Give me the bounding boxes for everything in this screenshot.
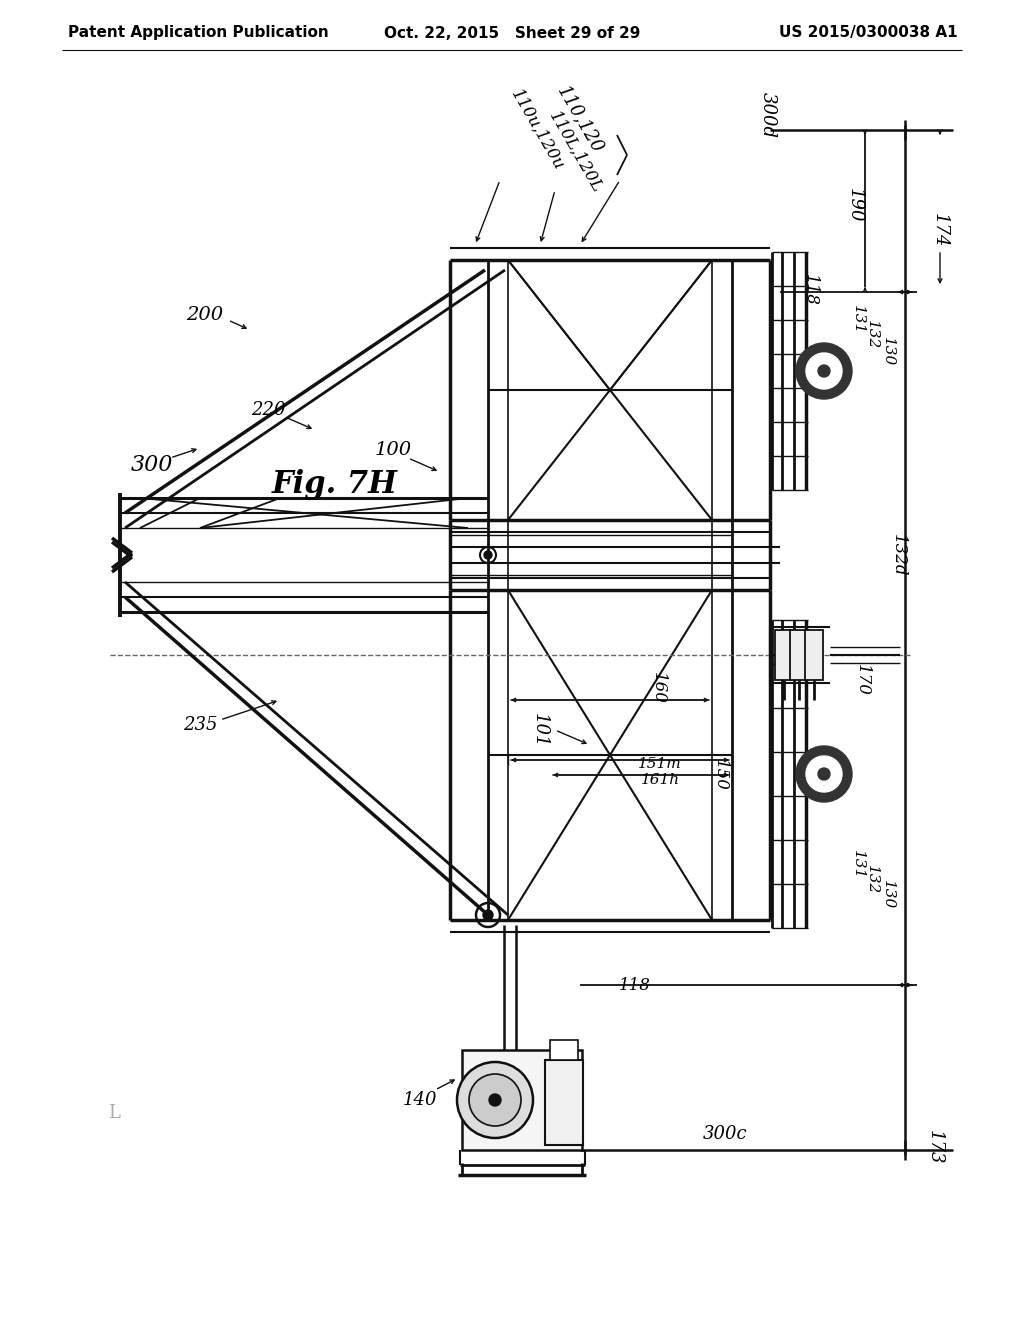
Text: 300: 300 xyxy=(131,454,173,477)
Text: 118: 118 xyxy=(802,275,818,306)
Circle shape xyxy=(818,768,830,780)
Circle shape xyxy=(806,352,842,389)
Circle shape xyxy=(818,366,830,378)
Circle shape xyxy=(457,1063,534,1138)
Text: 161h: 161h xyxy=(640,774,680,787)
Circle shape xyxy=(484,550,492,558)
Bar xyxy=(462,1049,582,1150)
Text: 200: 200 xyxy=(186,306,223,323)
Bar xyxy=(805,630,823,680)
Text: L: L xyxy=(108,1104,120,1122)
Circle shape xyxy=(796,746,852,803)
Text: 110L,120L: 110L,120L xyxy=(545,108,605,195)
Text: 300c: 300c xyxy=(702,1125,748,1143)
Text: 160: 160 xyxy=(649,672,667,704)
Bar xyxy=(775,630,793,680)
Text: 151m: 151m xyxy=(638,756,682,771)
Text: 110,120: 110,120 xyxy=(554,83,606,157)
Text: 140: 140 xyxy=(402,1092,437,1109)
Bar xyxy=(790,630,808,680)
Text: 174: 174 xyxy=(931,213,949,247)
Text: 173: 173 xyxy=(926,1130,944,1164)
Text: 235: 235 xyxy=(182,715,217,734)
Text: 300d: 300d xyxy=(759,92,777,139)
Text: 170: 170 xyxy=(853,664,870,696)
Text: 190: 190 xyxy=(846,187,864,222)
Circle shape xyxy=(483,909,493,920)
Text: 132: 132 xyxy=(865,321,879,350)
Text: US 2015/0300038 A1: US 2015/0300038 A1 xyxy=(779,25,958,41)
Text: 110u,120u: 110u,120u xyxy=(507,87,567,173)
Text: 131: 131 xyxy=(851,305,865,335)
Text: Fig. 7H: Fig. 7H xyxy=(272,470,398,500)
Text: Patent Application Publication: Patent Application Publication xyxy=(68,25,329,41)
Text: 101: 101 xyxy=(531,713,549,747)
Text: 132: 132 xyxy=(865,866,879,895)
Circle shape xyxy=(489,1094,501,1106)
Text: 118: 118 xyxy=(620,977,651,994)
Bar xyxy=(545,1060,583,1144)
Text: 100: 100 xyxy=(375,441,412,459)
Text: Oct. 22, 2015   Sheet 29 of 29: Oct. 22, 2015 Sheet 29 of 29 xyxy=(384,25,640,41)
Circle shape xyxy=(469,1074,521,1126)
Text: 131: 131 xyxy=(851,850,865,879)
Text: 130: 130 xyxy=(881,880,895,909)
Text: 130: 130 xyxy=(881,338,895,367)
Circle shape xyxy=(796,343,852,399)
Bar xyxy=(550,1040,578,1060)
Text: 132d: 132d xyxy=(890,533,906,577)
Circle shape xyxy=(806,756,842,792)
Text: 220: 220 xyxy=(251,401,286,418)
Text: 150: 150 xyxy=(712,759,728,791)
